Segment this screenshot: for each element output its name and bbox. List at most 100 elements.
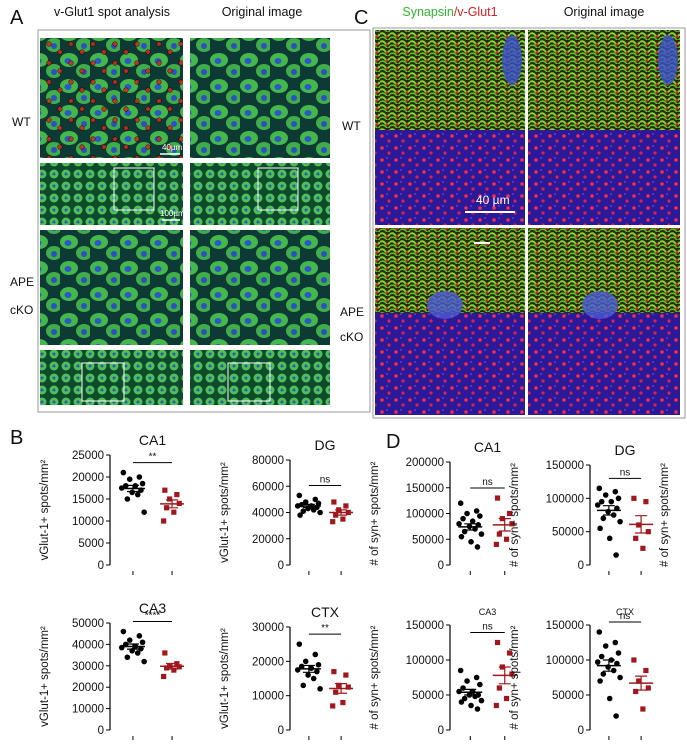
y-tick-label: 100000 — [546, 493, 584, 505]
y-tick-label: 15000 — [72, 494, 104, 506]
data-point — [300, 682, 307, 689]
chart-title: CA1 — [139, 432, 166, 448]
significance-label: ns — [620, 611, 631, 622]
data-point — [643, 499, 649, 505]
data-point — [506, 510, 513, 517]
data-point — [343, 503, 349, 509]
data-point — [494, 495, 501, 501]
chart: 0 50000 100000 150000 200000 # of syn+ spots/… — [369, 439, 517, 575]
y-axis-label: vGlut-1+ spots/mm² — [39, 626, 51, 727]
data-point — [333, 689, 339, 695]
significance-label: ns — [482, 622, 493, 633]
error-bar — [498, 666, 511, 685]
error-bar — [335, 509, 348, 516]
data-point — [310, 675, 317, 682]
data-point — [161, 673, 167, 680]
significance-label: ns — [482, 477, 493, 488]
significance-label: **** — [145, 611, 161, 622]
chart: 0 10000 20000 30000 40000 50000 vGlut-1+ spots… — [39, 600, 185, 740]
data-point — [494, 639, 501, 646]
column-header: Original image — [564, 5, 645, 19]
data-point — [167, 496, 173, 502]
chart-title: CA1 — [474, 439, 501, 455]
data-point — [162, 487, 168, 493]
row-label: cKO — [10, 303, 33, 317]
data-point — [464, 510, 470, 517]
data-point — [633, 535, 639, 541]
data-point — [458, 699, 465, 705]
data-point — [139, 480, 146, 487]
significance-label: ** — [321, 623, 329, 634]
error-bar — [635, 515, 648, 534]
data-point — [631, 495, 637, 501]
chart: 0 20000 40000 60000 80000 vGlut-1+ spots/mm² D… — [219, 437, 354, 575]
data-point — [330, 519, 336, 525]
data-point — [174, 492, 180, 498]
data-point — [596, 629, 603, 635]
data-point — [477, 681, 483, 688]
y-axis-label: # of syn+ spots/mm² — [369, 461, 381, 565]
significance-label: ns — [320, 474, 331, 485]
data-point — [509, 671, 515, 677]
data-point — [606, 535, 613, 542]
data-point — [317, 686, 323, 692]
error-bar — [464, 523, 477, 531]
data-point — [493, 541, 499, 547]
data-point — [613, 552, 619, 558]
data-point — [478, 531, 485, 537]
y-axis-label: # of syn+ spots/mm² — [509, 463, 521, 567]
y-axis-label: # of syn+ spots/mm² — [509, 625, 521, 729]
data-point — [296, 641, 303, 647]
data-point — [597, 525, 603, 532]
error-bar — [602, 659, 615, 672]
data-point — [633, 688, 639, 695]
data-point — [474, 706, 481, 712]
data-point — [478, 697, 485, 704]
chart: 0 5000 10000 15000 20000 25000 vGlut-1+ spots/… — [39, 432, 185, 575]
error-bar — [464, 688, 477, 696]
data-point — [615, 495, 622, 502]
y-axis-label: vGlut-1+ spots/mm² — [219, 462, 231, 563]
y-tick-label: 0 — [98, 725, 104, 737]
data-point — [134, 491, 141, 498]
data-point — [302, 658, 309, 665]
y-tick-label: 150000 — [546, 620, 584, 632]
data-point — [302, 499, 309, 505]
data-point — [617, 518, 623, 525]
y-tick-label: 150000 — [406, 620, 444, 632]
data-point — [643, 667, 649, 674]
data-point — [469, 518, 476, 525]
y-tick-label: 20000 — [72, 682, 104, 694]
data-point — [602, 492, 609, 498]
data-point — [613, 713, 619, 719]
y-tick-label: 0 — [578, 560, 584, 572]
y-tick-label: 100000 — [546, 655, 584, 667]
y-tick-label: 200000 — [406, 457, 444, 469]
data-point — [640, 545, 646, 551]
data-point — [317, 509, 323, 516]
chart-title: DG — [315, 437, 336, 453]
error-bar — [635, 675, 648, 691]
data-point — [124, 496, 131, 502]
y-tick-label: 30000 — [72, 661, 104, 673]
y-tick-label: 0 — [578, 725, 584, 737]
data-point — [129, 489, 135, 496]
data-point — [608, 498, 615, 505]
data-point — [297, 512, 303, 518]
data-point — [162, 650, 168, 656]
data-point — [493, 702, 499, 709]
data-point — [503, 536, 510, 542]
data-point — [336, 682, 342, 688]
y-tick-label: 60000 — [252, 481, 284, 493]
error-bar — [166, 499, 179, 509]
error-bar — [302, 503, 315, 509]
y-tick-label: 0 — [438, 725, 444, 737]
scale-bar-label: 40µm — [162, 143, 183, 152]
error-bar — [498, 518, 511, 532]
scale-bar-label: 40 µm — [476, 193, 510, 207]
y-tick-label: 20000 — [252, 534, 284, 546]
data-point — [506, 650, 513, 656]
data-point — [120, 628, 127, 635]
chart: 0 50000 100000 150000 # of syn+ spots/mm² CA3… — [369, 607, 517, 740]
